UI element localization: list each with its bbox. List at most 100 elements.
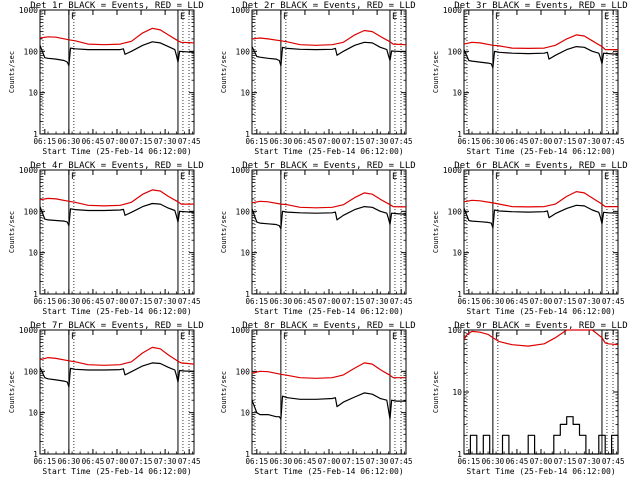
y-tick-label: 100 bbox=[448, 47, 463, 56]
y-tick-label: 1 bbox=[457, 130, 462, 139]
panel-det-1r: Det 1r BLACK = Events, RED = LLD 1 10 100 10… bbox=[8, 1, 204, 156]
x-tick-label: 06:15 bbox=[246, 297, 269, 306]
plot-frame bbox=[251, 329, 407, 455]
marker-label: F bbox=[283, 172, 288, 182]
x-axis-label: Start Time (25-Feb-14 06:12:00) bbox=[466, 467, 615, 476]
marker-label: F bbox=[495, 332, 500, 342]
panel-det-9r: Det 9r BLACK = Events, RED = LLD 1 10 100 Co… bbox=[432, 321, 628, 476]
y-tick-label: 100 bbox=[24, 367, 39, 376]
x-tick-label: 07:15 bbox=[554, 457, 577, 466]
x-tick-label: 07:45 bbox=[390, 137, 413, 146]
y-tick-label: 100 bbox=[448, 326, 463, 335]
x-tick-label: 07:15 bbox=[342, 137, 365, 146]
marker-label: E bbox=[392, 172, 397, 182]
x-tick-label: 06:45 bbox=[82, 137, 105, 146]
marker-label: E bbox=[604, 172, 609, 182]
plot-frame bbox=[251, 169, 407, 295]
x-tick-label: 07:30 bbox=[578, 297, 601, 306]
x-tick-label: 06:15 bbox=[246, 137, 269, 146]
panel-det-3r: Det 3r BLACK = Events, RED = LLD 1 10 100 10… bbox=[432, 1, 628, 156]
y-axis-label: Counts/sec bbox=[432, 371, 440, 413]
y-tick-label: 100 bbox=[236, 47, 251, 56]
x-tick-label: 06:45 bbox=[294, 457, 317, 466]
y-tick-label: 1 bbox=[245, 290, 250, 299]
x-tick-label: 07:45 bbox=[178, 457, 201, 466]
marker-label: E bbox=[180, 12, 185, 22]
y-tick-label: 10 bbox=[28, 409, 38, 418]
marker-label: F bbox=[495, 12, 500, 22]
x-tick-label: 06:15 bbox=[458, 137, 481, 146]
x-tick-label: 07:15 bbox=[554, 137, 577, 146]
x-tick-label: 06:15 bbox=[34, 297, 57, 306]
panel-det-8r: Det 8r BLACK = Events, RED = LLD 1 10 100 10… bbox=[220, 321, 416, 476]
x-tick-label: 07:45 bbox=[390, 297, 413, 306]
events-series-line bbox=[464, 416, 619, 455]
x-axis-label: Start Time (25-Feb-14 06:12:00) bbox=[42, 467, 191, 476]
x-tick-label: 07:00 bbox=[106, 457, 129, 466]
y-axis-label: Counts/sec bbox=[220, 371, 228, 413]
plot-frame bbox=[39, 329, 195, 455]
marker-label: F bbox=[71, 12, 76, 22]
x-tick-label: 06:15 bbox=[458, 297, 481, 306]
panel-title: Det 6r BLACK = Events, RED = LLD bbox=[454, 161, 627, 171]
y-tick-label: 1000 bbox=[231, 6, 250, 15]
y-axis-label: Counts/sec bbox=[8, 211, 16, 253]
y-tick-label: 1 bbox=[245, 450, 250, 459]
events-series-line bbox=[39, 202, 195, 227]
y-tick-label: 1000 bbox=[443, 166, 462, 175]
x-tick-label: 07:30 bbox=[578, 137, 601, 146]
y-tick-label: 1 bbox=[33, 450, 38, 459]
x-tick-label: 06:45 bbox=[506, 137, 529, 146]
x-axis-label: Start Time (25-Feb-14 06:12:00) bbox=[42, 147, 191, 156]
x-axis-label: Start Time (25-Feb-14 06:12:00) bbox=[42, 307, 191, 316]
marker-label: E bbox=[392, 332, 397, 342]
lld-series-line bbox=[39, 346, 195, 366]
x-tick-label: 07:15 bbox=[130, 137, 153, 146]
x-tick-label: 07:30 bbox=[578, 457, 601, 466]
y-tick-label: 10 bbox=[240, 89, 250, 98]
y-axis-label: Counts/sec bbox=[220, 211, 228, 253]
lld-series-line bbox=[251, 29, 407, 46]
y-axis-label: Counts/sec bbox=[432, 211, 440, 253]
x-tick-label: 07:45 bbox=[390, 457, 413, 466]
plot-frame bbox=[463, 9, 619, 135]
plot-frame bbox=[251, 9, 407, 135]
x-tick-label: 07:00 bbox=[106, 137, 129, 146]
marker-label: E bbox=[604, 332, 609, 342]
y-tick-label: 1000 bbox=[19, 166, 38, 175]
panel-det-7r: Det 7r BLACK = Events, RED = LLD 1 10 100 10… bbox=[8, 321, 204, 476]
plot-frame bbox=[463, 169, 619, 295]
y-tick-label: 1 bbox=[33, 130, 38, 139]
y-tick-label: 10 bbox=[240, 409, 250, 418]
marker-label: F bbox=[71, 172, 76, 182]
y-tick-label: 10 bbox=[452, 388, 462, 397]
plot-frame bbox=[39, 9, 195, 135]
events-series-line bbox=[463, 204, 619, 229]
x-tick-label: 07:15 bbox=[130, 297, 153, 306]
x-tick-label: 06:45 bbox=[294, 297, 317, 306]
x-tick-label: 06:15 bbox=[34, 137, 57, 146]
y-tick-label: 1 bbox=[245, 130, 250, 139]
y-tick-label: 1 bbox=[457, 290, 462, 299]
events-series-line bbox=[251, 392, 406, 420]
y-tick-label: 10 bbox=[452, 249, 462, 258]
panel-title: Det 8r BLACK = Events, RED = LLD bbox=[242, 321, 415, 331]
marker-label: F bbox=[495, 172, 500, 182]
y-tick-label: 100 bbox=[236, 207, 251, 216]
panel-det-4r: Det 4r BLACK = Events, RED = LLD 1 10 100 10… bbox=[8, 161, 204, 316]
x-axis-label: Start Time (25-Feb-14 06:12:00) bbox=[254, 467, 403, 476]
y-tick-label: 100 bbox=[24, 47, 39, 56]
x-tick-label: 06:15 bbox=[246, 457, 269, 466]
marker-label: F bbox=[283, 332, 288, 342]
panel-title: Det 4r BLACK = Events, RED = LLD bbox=[30, 161, 203, 171]
panel-title: Det 1r BLACK = Events, RED = LLD bbox=[30, 1, 203, 11]
x-tick-label: 07:00 bbox=[318, 137, 341, 146]
marker-label: F bbox=[283, 12, 288, 22]
y-tick-label: 10 bbox=[240, 249, 250, 258]
x-tick-label: 06:30 bbox=[270, 137, 293, 146]
panel-title: Det 2r BLACK = Events, RED = LLD bbox=[242, 1, 415, 11]
lld-series-line bbox=[39, 189, 194, 207]
lld-series-line bbox=[39, 27, 195, 46]
y-tick-label: 1000 bbox=[231, 326, 250, 335]
x-tick-label: 07:30 bbox=[366, 457, 389, 466]
